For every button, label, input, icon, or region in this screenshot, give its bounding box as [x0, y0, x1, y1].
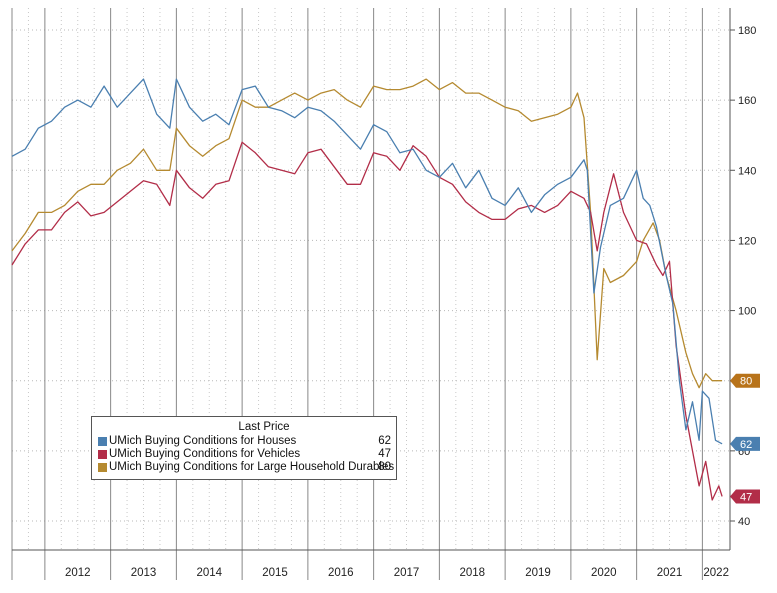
y-axis: 406080100120140160180	[730, 25, 756, 528]
legend-swatch-durables	[98, 463, 107, 472]
last-price-tag-80	[730, 373, 760, 388]
last-price-tag-47	[730, 489, 760, 504]
legend-label-vehicles: UMich Buying Conditions for Vehicles	[109, 448, 301, 460]
legend-value-vehicles: 47	[378, 448, 391, 460]
x-tick-label-2020: 2020	[591, 567, 617, 579]
series-group	[11, 78, 723, 501]
y-tick-label-180: 180	[738, 25, 756, 37]
x-tick-label-2014: 2014	[196, 567, 222, 579]
legend-label-houses: UMich Buying Conditions for Houses	[109, 435, 297, 447]
legend-value-durables: 80	[378, 461, 391, 473]
last-price-tag-62	[730, 436, 760, 451]
x-tick-label-2012: 2012	[65, 567, 91, 579]
y-tick-label-100: 100	[738, 306, 756, 318]
grid-lines	[11, 8, 731, 580]
last-price-label-47: 47	[740, 491, 752, 503]
last-price-tags: 80 62 47	[730, 373, 760, 504]
legend-swatch-houses	[98, 437, 107, 446]
x-tick-label-2019: 2019	[525, 567, 551, 579]
y-tick-label-140: 140	[738, 165, 756, 177]
last-price-label-62: 62	[740, 439, 752, 451]
series-line-0	[11, 78, 723, 445]
legend-value-houses: 62	[378, 435, 391, 447]
legend-swatch-vehicles	[98, 450, 107, 459]
last-price-label-80: 80	[740, 376, 752, 388]
x-tick-label-2016: 2016	[328, 567, 354, 579]
series-line-2	[11, 78, 723, 389]
x-tick-label-2021: 2021	[657, 567, 683, 579]
y-tick-label-40: 40	[738, 516, 750, 528]
legend-label-durables: UMich Buying Conditions for Large Househ…	[109, 461, 395, 473]
y-tick-label-120: 120	[738, 235, 756, 247]
legend-row-vehicles: UMich Buying Conditions for Vehicles 47	[92, 448, 396, 461]
series-line-1	[11, 141, 723, 501]
x-tick-label-2015: 2015	[262, 567, 288, 579]
legend-row-durables: UMich Buying Conditions for Large Househ…	[92, 461, 396, 474]
legend-title: Last Price	[238, 421, 290, 433]
x-tick-label-2013: 2013	[131, 567, 157, 579]
legend-row-houses: UMich Buying Conditions for Houses 62	[92, 435, 396, 448]
x-tick-label-2022: 2022	[703, 567, 729, 579]
y-tick-label-160: 160	[738, 95, 756, 107]
x-axis: 2012 2013 2014 2015 2016 2017 2018 2019 2020 2021…	[65, 567, 729, 579]
x-tick-label-2018: 2018	[459, 567, 485, 579]
legend: Last Price UMich Buying Conditions for H…	[91, 416, 397, 480]
x-tick-label-2017: 2017	[394, 567, 420, 579]
